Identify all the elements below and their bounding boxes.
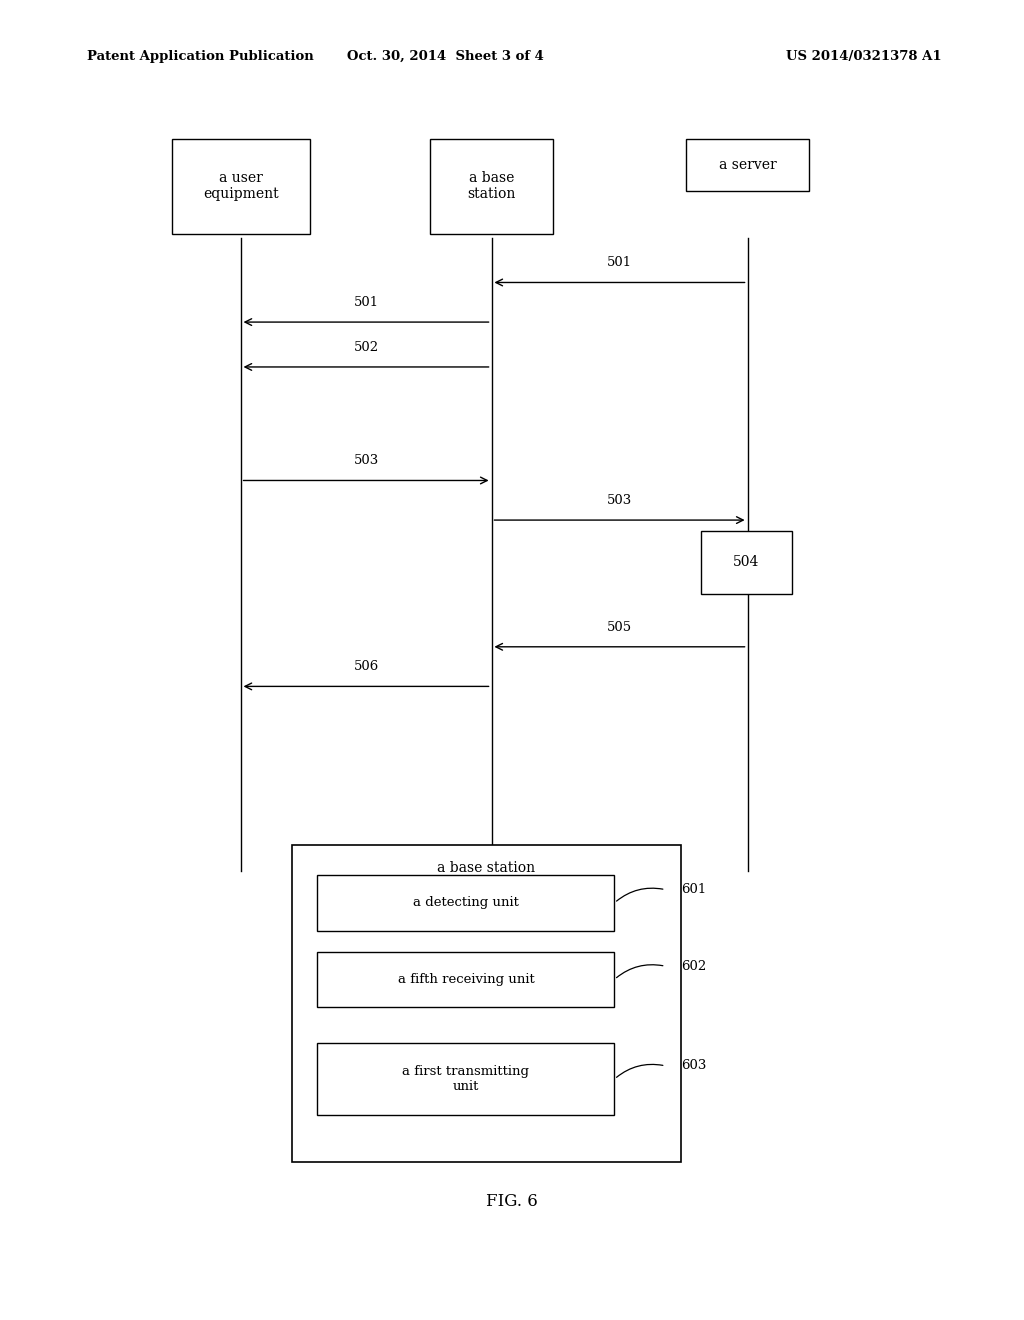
FancyBboxPatch shape (701, 531, 792, 594)
FancyBboxPatch shape (317, 1043, 614, 1115)
Text: Patent Application Publication: Patent Application Publication (87, 50, 313, 63)
FancyBboxPatch shape (686, 139, 809, 191)
Text: 601: 601 (681, 883, 707, 896)
Text: a server: a server (719, 158, 776, 172)
Text: 503: 503 (353, 454, 379, 467)
Text: a base
station: a base station (467, 172, 516, 201)
FancyBboxPatch shape (317, 875, 614, 931)
Text: US 2014/0321378 A1: US 2014/0321378 A1 (786, 50, 942, 63)
FancyBboxPatch shape (317, 952, 614, 1007)
Text: FIG. 5: FIG. 5 (486, 909, 538, 925)
Text: 502: 502 (353, 341, 379, 354)
Text: a base station: a base station (437, 861, 536, 875)
Text: a user
equipment: a user equipment (203, 172, 279, 201)
Text: 602: 602 (681, 960, 707, 973)
Text: 603: 603 (681, 1060, 707, 1072)
Text: 506: 506 (353, 660, 379, 673)
FancyBboxPatch shape (430, 139, 553, 234)
Text: Oct. 30, 2014  Sheet 3 of 4: Oct. 30, 2014 Sheet 3 of 4 (347, 50, 544, 63)
Text: 503: 503 (607, 494, 632, 507)
Text: a detecting unit: a detecting unit (413, 896, 519, 909)
Text: a first transmitting
unit: a first transmitting unit (402, 1065, 529, 1093)
Text: FIG. 6: FIG. 6 (486, 1193, 538, 1209)
Text: 505: 505 (607, 620, 632, 634)
Text: 501: 501 (607, 256, 632, 269)
Text: 504: 504 (733, 556, 760, 569)
Text: 501: 501 (353, 296, 379, 309)
Text: a fifth receiving unit: a fifth receiving unit (397, 973, 535, 986)
FancyBboxPatch shape (292, 845, 681, 1162)
FancyBboxPatch shape (171, 139, 309, 234)
